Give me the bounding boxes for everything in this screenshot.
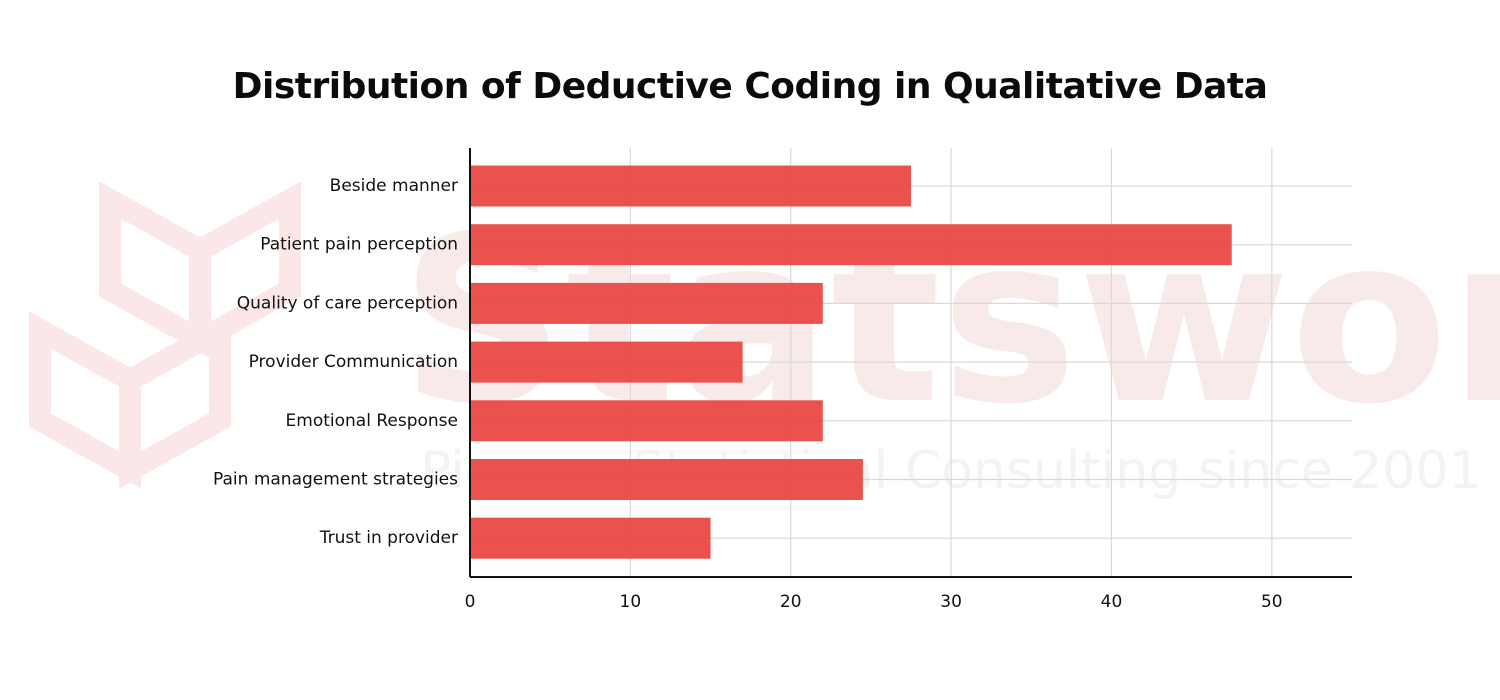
bar [470,400,823,442]
bar [470,224,1232,266]
category-label: Trust in provider [319,528,458,548]
x-tick-label: 50 [1261,592,1283,612]
x-tick-labels: 0 10 20 30 40 50 [465,592,1283,612]
category-label: Patient pain perception [260,235,458,255]
category-labels: Beside manner Patient pain perception Qual… [213,176,458,548]
category-label: Emotional Response [286,411,458,431]
x-tick-label: 30 [940,592,962,612]
bar [470,517,711,559]
category-label: Pain management strategies [213,470,458,490]
category-label: Provider Communication [249,352,458,372]
bar [470,341,743,383]
bar [470,282,823,324]
chart-title: Distribution of Deductive Coding in Qual… [232,66,1268,107]
x-tick-label: 10 [620,592,642,612]
axes [469,148,1352,578]
x-tick-label: 20 [780,592,802,612]
category-label: Beside manner [330,176,458,196]
bar [470,459,863,500]
watermark-cubes-icon [29,181,301,489]
bars [470,165,1232,559]
x-tick-label: 40 [1101,592,1123,612]
bar [470,165,911,207]
x-tick-label: 0 [465,592,476,612]
category-label: Quality of care perception [237,293,458,313]
